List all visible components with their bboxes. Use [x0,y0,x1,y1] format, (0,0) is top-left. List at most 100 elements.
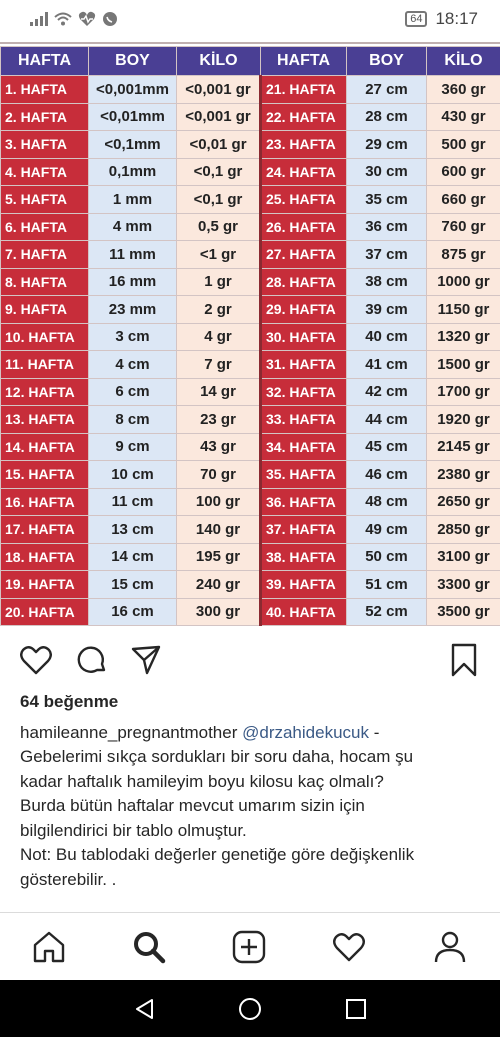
header-boy-1: BOY [88,46,177,76]
add-post-icon[interactable] [231,929,267,965]
week-cell: 2. HAFTA [0,102,89,131]
boy-cell: 10 cm [88,460,177,489]
week-cell: 17. HAFTA [0,515,89,544]
caption-line: kadar haftalık hamileyim boyu kilosu kaç… [20,771,384,791]
week-cell: 14. HAFTA [0,432,89,461]
boy-cell: 52 cm [346,597,427,626]
kilo-cell: 875 gr [426,240,500,269]
heart-icon[interactable] [18,642,54,678]
table-row: 20. HAFTA 16 cm 300 gr 40. HAFTA 52 cm 3500 g… [0,597,500,626]
kilo-cell: 3300 gr [426,570,500,599]
back-icon[interactable] [132,996,158,1022]
clock: 18:17 [435,9,478,28]
pregnancy-week-table: HAFTA BOY KİLO HAFTA BOY KİLO 1. HAFTA <0… [0,46,500,626]
kilo-cell: 2650 gr [426,487,500,516]
kilo-cell: 4 gr [176,322,261,351]
boy-cell: 38 cm [346,267,427,296]
kilo-cell: 14 gr [176,377,261,406]
home-circle-icon[interactable] [237,996,263,1022]
post-caption: 64 beğenme hamileanne_pregnantmother @dr… [20,692,485,892]
boy-cell: 40 cm [346,322,427,351]
post-image[interactable]: HAFTA BOY KİLO HAFTA BOY KİLO 1. HAFTA <0… [0,38,500,628]
header-boy-2: BOY [346,46,427,76]
signal-icon [30,12,48,31]
home-icon[interactable] [31,929,67,965]
week-cell: 4. HAFTA [0,157,89,186]
header-hafta-2: HAFTA [260,46,347,76]
boy-cell: 13 cm [88,515,177,544]
week-cell: 32. HAFTA [259,377,347,406]
likes-count[interactable]: 64 beğenme [20,692,119,711]
kilo-cell: 1000 gr [426,267,500,296]
kilo-cell: 240 gr [176,570,261,599]
table-row: 8. HAFTA 16 mm 1 gr 28. HAFTA 38 cm 1000 gr [0,267,500,296]
kilo-cell: 600 gr [426,157,500,186]
boy-cell: 36 cm [346,212,427,241]
caption-dash: - [369,723,380,742]
week-cell: 18. HAFTA [0,542,89,571]
week-cell: 31. HAFTA [259,350,347,379]
boy-cell: 3 cm [88,322,177,351]
caption-line: bilgilendirici bir tablo olmuştur. [20,820,247,840]
boy-cell: 15 cm [88,570,177,599]
kilo-cell: 7 gr [176,350,261,379]
boy-cell: 4 mm [88,212,177,241]
table-row: 6. HAFTA 4 mm 0,5 gr 26. HAFTA 36 cm 760 gr [0,212,500,241]
activity-heart-icon[interactable] [331,929,367,965]
week-cell: 35. HAFTA [259,460,347,489]
kilo-cell: 1320 gr [426,322,500,351]
table-row: 9. HAFTA 23 mm 2 gr 29. HAFTA 39 cm 1150 gr [0,295,500,324]
recents-icon[interactable] [343,996,369,1022]
bookmark-icon[interactable] [446,642,482,678]
week-cell: 1. HAFTA [0,75,89,104]
boy-cell: 6 cm [88,377,177,406]
kilo-cell: 1920 gr [426,405,500,434]
boy-cell: 37 cm [346,240,427,269]
week-cell: 8. HAFTA [0,267,89,296]
kilo-cell: 140 gr [176,515,261,544]
wifi-icon [54,12,72,31]
profile-icon[interactable] [432,929,468,965]
search-icon[interactable] [131,929,167,965]
week-cell: 22. HAFTA [259,102,347,131]
comment-icon[interactable] [74,642,110,678]
mention-link[interactable]: @drzahidekucuk [242,723,369,742]
share-icon[interactable] [128,642,164,678]
week-cell: 36. HAFTA [259,487,347,516]
table-row: 12. HAFTA 6 cm 14 gr 32. HAFTA 42 cm 1700 gr [0,377,500,406]
post-username[interactable]: hamileanne_pregnantmother [20,723,238,742]
bottom-nav [0,912,500,980]
kilo-cell: 2145 gr [426,432,500,461]
kilo-cell: 43 gr [176,432,261,461]
table-row: 17. HAFTA 13 cm 140 gr 37. HAFTA 49 cm 2850 g… [0,515,500,544]
week-cell: 15. HAFTA [0,460,89,489]
kilo-cell: 2380 gr [426,460,500,489]
week-cell: 5. HAFTA [0,185,89,214]
kilo-cell: 2 gr [176,295,261,324]
week-cell: 27. HAFTA [259,240,347,269]
boy-cell: 11 mm [88,240,177,269]
table-row: 4. HAFTA 0,1mm <0,1 gr 24. HAFTA 30 cm 600 gr [0,157,500,186]
week-cell: 23. HAFTA [259,130,347,159]
kilo-cell: <1 gr [176,240,261,269]
whatsapp-icon [102,11,118,32]
table-row: 11. HAFTA 4 cm 7 gr 31. HAFTA 41 cm 1500 gr [0,350,500,379]
week-cell: 26. HAFTA [259,212,347,241]
table-header-row: HAFTA BOY KİLO HAFTA BOY KİLO [0,46,500,76]
table-row: 13. HAFTA 8 cm 23 gr 33. HAFTA 44 cm 1920 gr [0,405,500,434]
boy-cell: 41 cm [346,350,427,379]
kilo-cell: 0,5 gr [176,212,261,241]
kilo-cell: 1700 gr [426,377,500,406]
week-cell: 24. HAFTA [259,157,347,186]
week-cell: 10. HAFTA [0,322,89,351]
boy-cell: 8 cm [88,405,177,434]
status-icons-right: 64 18:17 [405,9,478,29]
boy-cell: 16 cm [88,597,177,626]
week-cell: 34. HAFTA [259,432,347,461]
kilo-cell: 1500 gr [426,350,500,379]
boy-cell: 28 cm [346,102,427,131]
boy-cell: 16 mm [88,267,177,296]
week-cell: 25. HAFTA [259,185,347,214]
boy-cell: 14 cm [88,542,177,571]
week-cell: 37. HAFTA [259,515,347,544]
